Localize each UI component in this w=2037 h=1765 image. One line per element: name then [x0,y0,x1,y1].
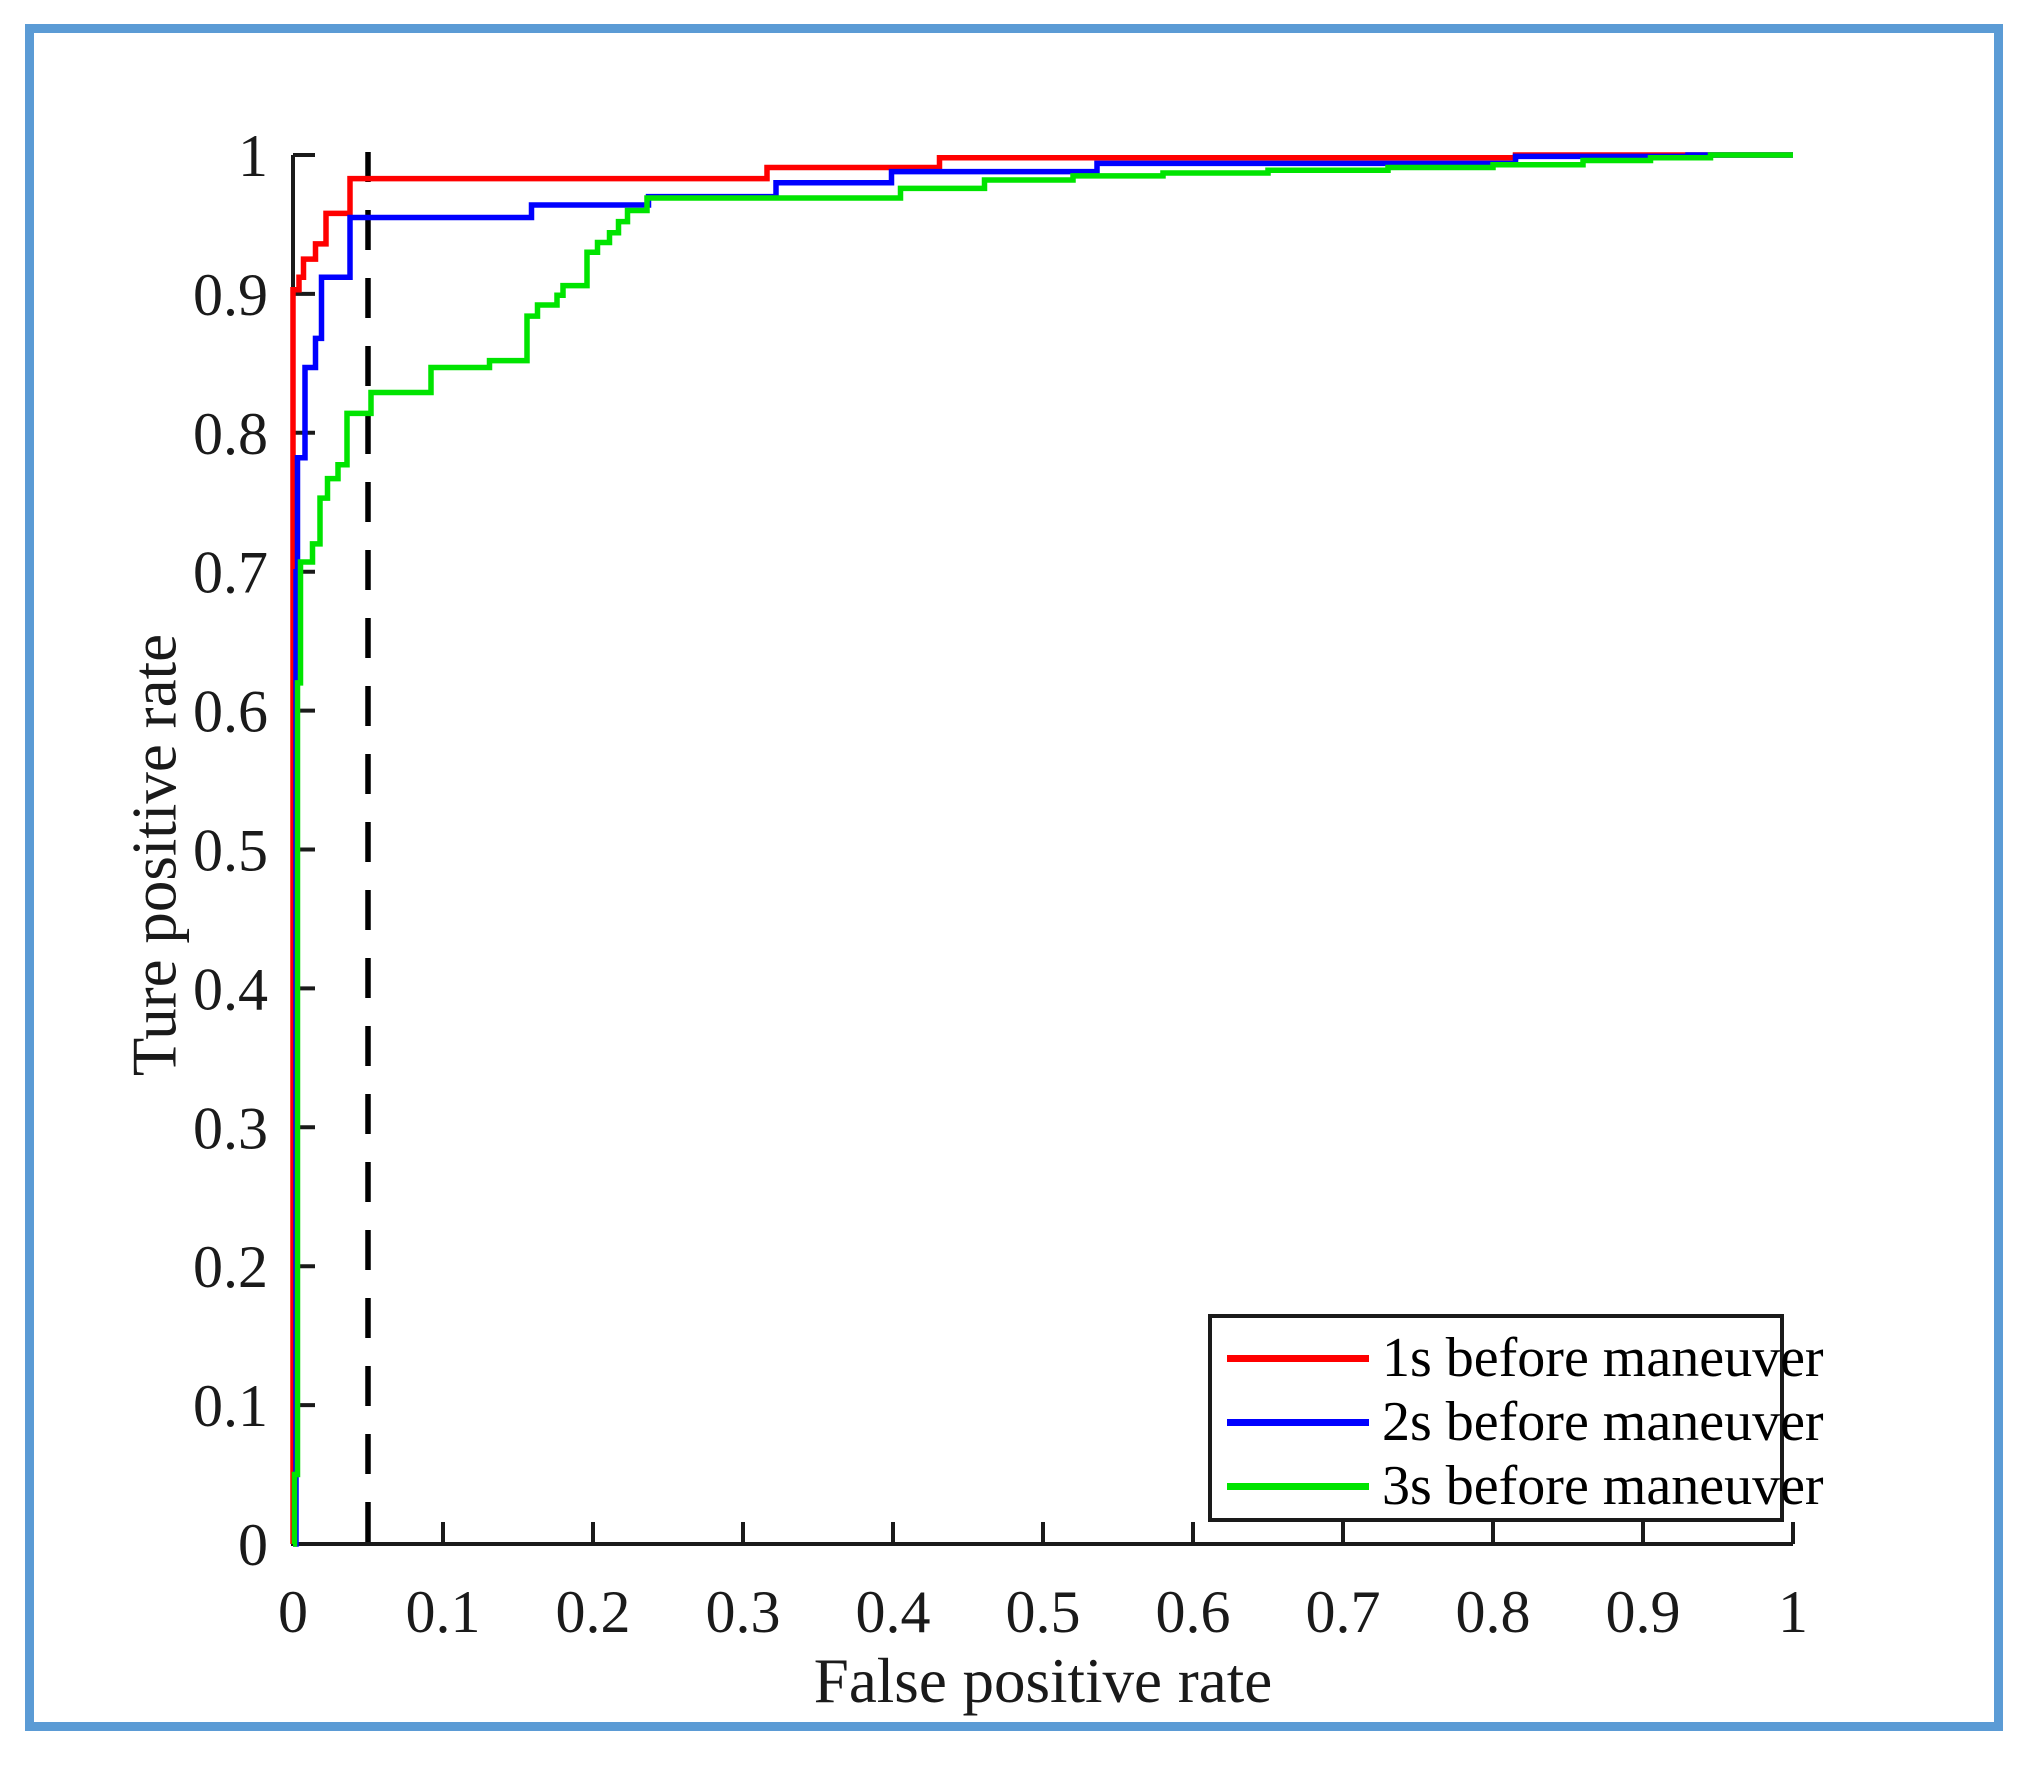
y-tick-label-0.4: 0.4 [193,956,268,1022]
x-tick-label-0.6: 0.6 [1156,1579,1231,1645]
legend-label: 3s before maneuver [1382,1455,1824,1517]
y-tick-label-0.8: 0.8 [193,401,268,467]
x-tick-label-0.8: 0.8 [1456,1579,1531,1645]
y-tick-label-0.5: 0.5 [193,818,268,884]
x-tick-label-0: 0 [278,1579,308,1645]
legend-item-2s: 2s before maneuver [1212,1390,1824,1454]
x-tick-label-0.3: 0.3 [706,1579,781,1645]
x-tick-label-1: 1 [1778,1579,1808,1645]
y-tick-label-0.2: 0.2 [193,1234,268,1300]
y-tick-label-0.9: 0.9 [193,262,268,328]
x-tick-label-0.4: 0.4 [856,1579,931,1645]
y-tick-label-0.7: 0.7 [193,540,268,606]
legend-line-sample-green [1227,1482,1369,1490]
y-tick-label-0.3: 0.3 [193,1095,268,1161]
x-tick-label-0.2: 0.2 [556,1579,631,1645]
legend: 1s before maneuver 2s before maneuver 3s… [1208,1314,1824,1522]
legend-label: 2s before maneuver [1382,1391,1824,1453]
roc-curve-2s-before-maneuver [293,152,1793,1547]
x-tick-label-0.1: 0.1 [406,1579,481,1645]
x-tick-label-0.5: 0.5 [1006,1579,1081,1645]
roc-curve-3s-before-maneuver [291,152,1793,1547]
x-axis-title: False positive rate [813,1646,1273,1716]
legend-line-sample-red [1227,1354,1369,1362]
x-tick-label-0.7: 0.7 [1306,1579,1381,1645]
legend-label: 1s before maneuver [1382,1327,1824,1389]
legend-line-sample-blue [1227,1418,1369,1426]
y-tick-label-0.6: 0.6 [193,679,268,745]
y-tick-label-0: 0 [238,1512,268,1578]
y-axis-title: Ture positive rate [119,633,190,1077]
legend-item-1s: 1s before maneuver [1212,1326,1824,1390]
x-tick-label-0.9: 0.9 [1606,1579,1681,1645]
y-tick-label-0.1: 0.1 [193,1373,268,1439]
y-tick-label-1: 1 [238,123,268,189]
legend-item-3s: 3s before maneuver [1212,1454,1824,1518]
roc-curve-1s-before-maneuver [290,152,1793,1544]
